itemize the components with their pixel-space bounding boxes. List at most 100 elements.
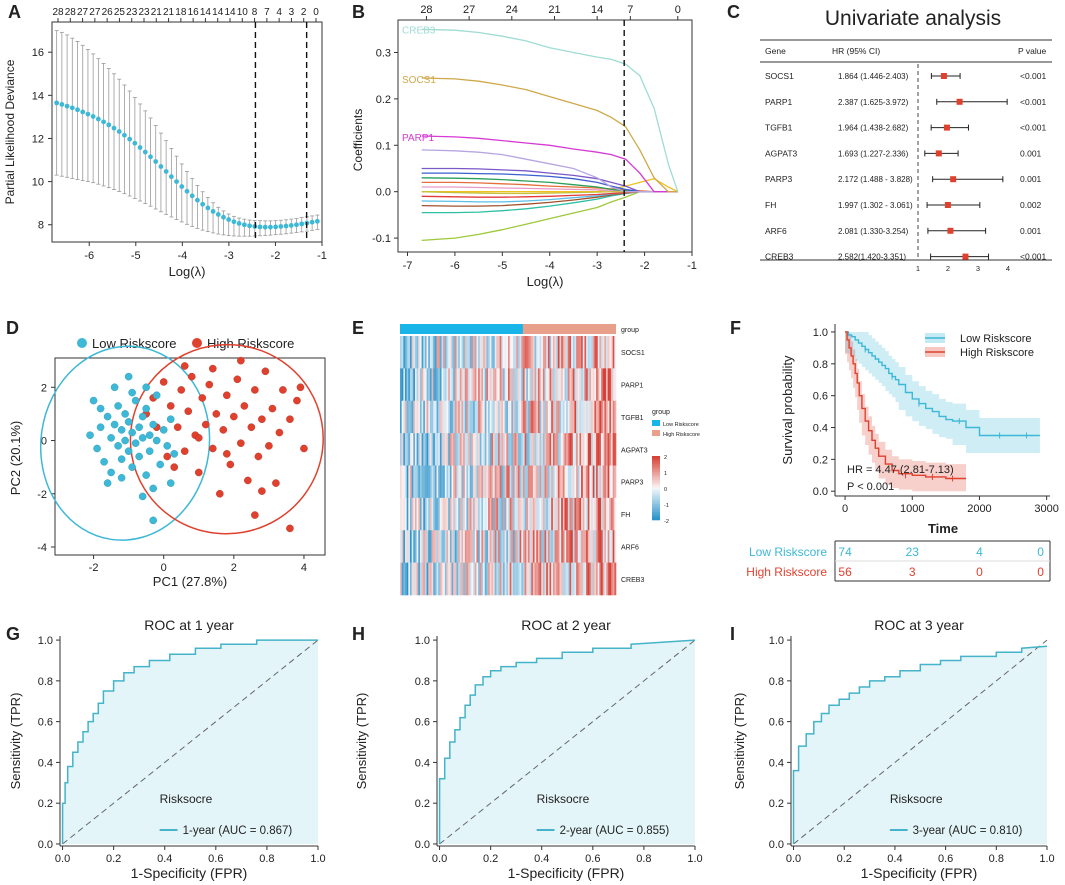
panel-e-cell: [514, 562, 517, 596]
panel-e-cell: [478, 530, 481, 563]
panel-e-cell: [408, 497, 411, 531]
panel-e-cell: [529, 530, 532, 563]
panel-d-point-high: [286, 415, 294, 424]
panel-e-cell: [484, 465, 487, 499]
panel-e-cell: [581, 497, 584, 531]
panel-e-cell: [404, 497, 407, 531]
panel-e-cell: [604, 336, 607, 369]
panel-e-cell: [431, 336, 434, 369]
roc-ytick-label: 0.8: [769, 676, 784, 688]
panel-e-cell: [466, 400, 469, 434]
panel-d-point-low: [121, 410, 129, 418]
panel-e-cell: [559, 433, 562, 466]
panel-d-point-low: [135, 452, 143, 461]
roc-xtick-label: 0.6: [938, 853, 953, 865]
roc-xlabel: 1-Specificity (FPR): [508, 865, 625, 881]
panel-e-cell: [493, 433, 496, 466]
panel-d-point-high: [159, 378, 168, 386]
panel-d-point-high: [223, 391, 231, 400]
panel-b-gene-label: PARP1: [402, 133, 434, 144]
roc-xtick-label: 0.0: [55, 853, 70, 865]
panel-c-hr-marker: [962, 253, 969, 260]
panel-e-cell: [557, 497, 560, 531]
panel-e-cell: [416, 433, 419, 466]
panel-e-cell: [459, 336, 462, 369]
panel-e-cell: [594, 336, 597, 369]
panel-e-cell: [569, 368, 572, 402]
panel-a-top-tick-label: 27: [77, 7, 89, 18]
panel-a-top-tick-label: 27: [89, 7, 101, 18]
panel-e-cell: [466, 368, 469, 402]
roc-xtick-label: 0.0: [432, 853, 447, 865]
panel-e-cell: [601, 562, 604, 596]
panel-d-point-high: [180, 362, 189, 370]
panel-e-cell: [463, 530, 466, 563]
panel-e-cell: [531, 465, 534, 499]
panel-e-cell: [446, 400, 449, 434]
panel-e-scale-cell: [652, 488, 660, 491]
panel-e-cell: [419, 368, 422, 402]
panel-e-cell: [602, 336, 605, 369]
panel-d-point-low: [128, 428, 136, 437]
panel-e-cell: [546, 433, 549, 466]
panel-e-cell: [494, 400, 497, 434]
panel-e-cell: [591, 465, 594, 499]
panel-d-xtick-label: 2: [231, 562, 237, 574]
panel-e-cell: [406, 433, 409, 466]
panel-e-cell: [569, 400, 572, 434]
panel-d-point-high: [208, 364, 217, 373]
panel-e-cell: [478, 336, 481, 369]
panel-e-cell: [544, 465, 547, 499]
panel-e-cell: [572, 497, 575, 531]
panel-e-cell: [612, 465, 615, 499]
panel-e-cell: [454, 497, 457, 531]
panel-e-cell: [464, 400, 467, 434]
panel-e-cell: [413, 336, 416, 369]
panel-e-scale-cell: [652, 464, 660, 467]
panel-e-cell: [516, 368, 519, 402]
panel-e-cell: [532, 368, 535, 402]
roc-ytick-label: 0.2: [38, 798, 53, 810]
panel-e-scale-cell: [652, 508, 660, 511]
panel-c-header-p: P value: [1018, 46, 1046, 56]
panel-e-cell: [508, 336, 510, 369]
panel-d-point-high: [166, 402, 175, 410]
panel-e-cell: [421, 497, 424, 531]
panel-c-row-hr: 2.387 (1.625-3.972): [838, 98, 909, 107]
panel-e-cell: [476, 336, 479, 369]
panel-a-point: [200, 201, 206, 207]
panel-e-cell: [486, 530, 489, 563]
panel-e-cell: [576, 433, 579, 466]
panel-e-cell: [451, 400, 454, 434]
panel-e-cell: [534, 336, 537, 369]
panel-e-cell: [451, 336, 454, 369]
panel-e-cell: [529, 433, 532, 466]
panel-c-row-hr: 1.864 (1.446-2.403): [838, 72, 909, 81]
panel-e-cell: [481, 400, 484, 434]
panel-e-group-label: group: [621, 327, 639, 334]
panel-e-cell: [601, 400, 604, 434]
panel-e-cell: [557, 465, 560, 499]
panel-e-cell: [461, 368, 464, 402]
panel-e-cell: [611, 400, 613, 434]
panel-e-cell: [581, 465, 584, 499]
panel-d-point-high: [265, 442, 273, 450]
panel-e-cell: [478, 562, 481, 596]
panel-e-cell: [488, 497, 491, 531]
panel-e-cell: [434, 368, 437, 402]
panel-e-scale-cell: [652, 482, 660, 485]
panel-e-cell: [604, 368, 607, 402]
panel-a-letter: A: [8, 2, 21, 22]
panel-e-cell: [421, 368, 424, 402]
panel-e-cell: [418, 562, 421, 596]
panel-e-cell: [541, 336, 544, 369]
panel-e-cell: [519, 433, 522, 466]
panel-e-cell: [512, 368, 515, 402]
panel-e-cell: [468, 368, 471, 402]
panel-e-cell: [602, 433, 605, 466]
panel-e-cell: [534, 497, 537, 531]
panel-d-point-high: [293, 396, 301, 405]
panel-a-point: [268, 224, 273, 230]
panel-f-ytick-label: 0.8: [813, 359, 828, 371]
panel-e-cell: [431, 400, 434, 434]
